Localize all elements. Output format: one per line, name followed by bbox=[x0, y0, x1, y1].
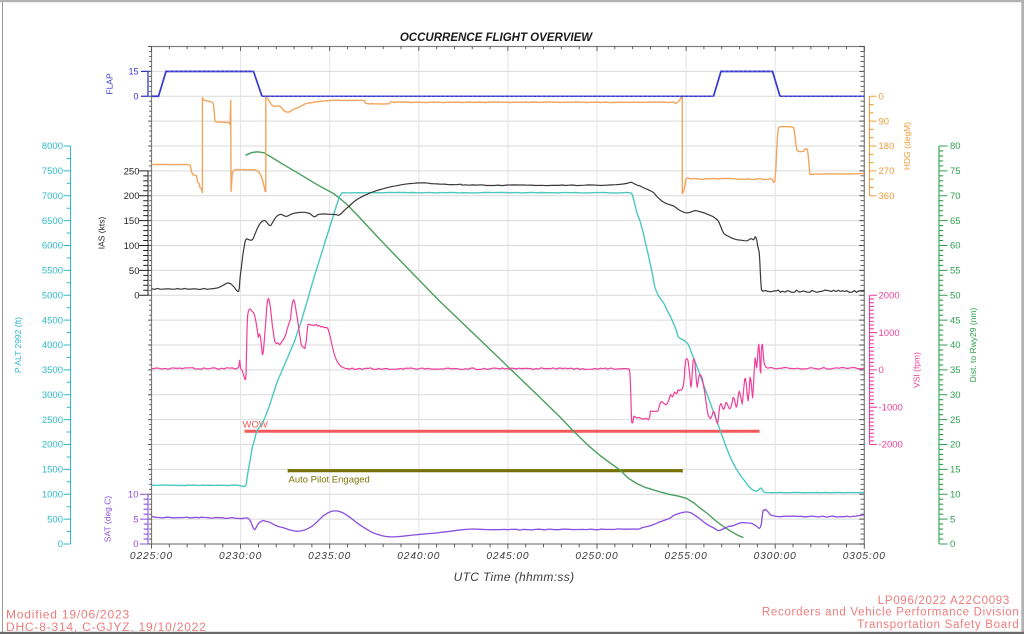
svg-text:200: 200 bbox=[124, 191, 140, 202]
svg-text:35: 35 bbox=[950, 365, 961, 376]
svg-text:LP096/2022 A22C0093: LP096/2022 A22C0093 bbox=[878, 595, 1010, 607]
svg-text:0230:00: 0230:00 bbox=[219, 551, 262, 562]
svg-text:0305:00: 0305:00 bbox=[843, 551, 886, 562]
svg-text:10: 10 bbox=[950, 489, 961, 500]
svg-text:0: 0 bbox=[133, 92, 138, 102]
svg-text:UTC Time (hhmm:ss): UTC Time (hhmm:ss) bbox=[454, 570, 575, 584]
svg-text:3000: 3000 bbox=[42, 390, 63, 401]
svg-text:15: 15 bbox=[950, 465, 961, 476]
svg-text:70: 70 bbox=[950, 191, 961, 202]
svg-text:FLAP: FLAP bbox=[105, 73, 115, 95]
svg-text:5: 5 bbox=[133, 514, 138, 525]
svg-text:3500: 3500 bbox=[42, 365, 63, 376]
svg-text:Recorders and Vehicle Performa: Recorders and Vehicle Performance Divisi… bbox=[762, 607, 1020, 619]
svg-text:5: 5 bbox=[950, 514, 955, 525]
svg-text:15: 15 bbox=[128, 67, 138, 77]
svg-text:75: 75 bbox=[950, 166, 961, 177]
svg-text:270: 270 bbox=[879, 166, 895, 177]
svg-text:0: 0 bbox=[58, 539, 63, 550]
svg-text:30: 30 bbox=[950, 390, 961, 401]
svg-text:90: 90 bbox=[879, 116, 890, 127]
svg-text:0300:00: 0300:00 bbox=[754, 551, 797, 562]
svg-text:HDG (degM): HDG (degM) bbox=[902, 122, 912, 170]
svg-text:Transportation Safety Board: Transportation Safety Board bbox=[857, 619, 1019, 631]
svg-text:0240:00: 0240:00 bbox=[397, 551, 440, 562]
svg-text:-1000: -1000 bbox=[879, 402, 903, 413]
svg-text:0235:00: 0235:00 bbox=[308, 551, 351, 562]
svg-text:0: 0 bbox=[950, 539, 955, 550]
svg-text:65: 65 bbox=[950, 216, 961, 227]
svg-text:0245:00: 0245:00 bbox=[486, 551, 529, 562]
svg-text:5500: 5500 bbox=[42, 266, 63, 277]
svg-text:500: 500 bbox=[47, 514, 63, 525]
svg-text:7500: 7500 bbox=[42, 166, 63, 177]
svg-text:55: 55 bbox=[950, 266, 961, 277]
svg-text:SAT (deg.C): SAT (deg.C) bbox=[103, 496, 113, 543]
svg-text:OCCURRENCE FLIGHT OVERVIEW: OCCURRENCE FLIGHT OVERVIEW bbox=[400, 32, 593, 44]
svg-text:40: 40 bbox=[950, 340, 961, 351]
svg-text:-2000: -2000 bbox=[879, 440, 903, 451]
svg-text:0: 0 bbox=[134, 291, 139, 302]
svg-text:P ALT 2992 (ft): P ALT 2992 (ft) bbox=[13, 317, 23, 373]
svg-text:180: 180 bbox=[879, 141, 895, 152]
svg-text:IAS (kts): IAS (kts) bbox=[97, 217, 107, 250]
svg-text:2000: 2000 bbox=[879, 290, 900, 301]
svg-text:Dist. to Rwy29 (nm): Dist. to Rwy29 (nm) bbox=[968, 308, 978, 383]
svg-text:1500: 1500 bbox=[42, 465, 63, 476]
svg-text:Modified 19/06/2023: Modified 19/06/2023 bbox=[6, 608, 130, 622]
svg-text:25: 25 bbox=[950, 415, 961, 426]
svg-text:6500: 6500 bbox=[42, 216, 63, 227]
svg-text:360: 360 bbox=[879, 191, 895, 202]
svg-text:60: 60 bbox=[950, 241, 961, 252]
svg-text:20: 20 bbox=[950, 440, 961, 451]
svg-text:1000: 1000 bbox=[42, 489, 63, 500]
svg-text:DHC-8-314, C-GJYZ, 19/10/2022: DHC-8-314, C-GJYZ, 19/10/2022 bbox=[6, 620, 207, 634]
svg-text:2000: 2000 bbox=[42, 440, 63, 451]
svg-text:80: 80 bbox=[950, 141, 961, 152]
svg-text:1000: 1000 bbox=[879, 328, 900, 339]
svg-text:10: 10 bbox=[128, 489, 139, 500]
svg-text:Auto Pilot Engaged: Auto Pilot Engaged bbox=[289, 475, 370, 486]
svg-text:0: 0 bbox=[133, 539, 138, 550]
svg-text:8000: 8000 bbox=[42, 141, 63, 152]
svg-text:5000: 5000 bbox=[42, 290, 63, 301]
svg-text:0250:00: 0250:00 bbox=[575, 551, 618, 562]
svg-text:100: 100 bbox=[124, 241, 140, 252]
svg-text:0: 0 bbox=[879, 365, 884, 376]
svg-text:150: 150 bbox=[124, 216, 140, 227]
svg-text:50: 50 bbox=[950, 290, 961, 301]
svg-text:VSI (fpm): VSI (fpm) bbox=[912, 352, 922, 388]
svg-text:4500: 4500 bbox=[42, 315, 63, 326]
svg-text:4000: 4000 bbox=[42, 340, 63, 351]
svg-text:45: 45 bbox=[950, 315, 961, 326]
svg-text:7000: 7000 bbox=[42, 191, 63, 202]
svg-text:0: 0 bbox=[879, 92, 884, 103]
svg-text:0255:00: 0255:00 bbox=[665, 551, 708, 562]
svg-text:2500: 2500 bbox=[42, 415, 63, 426]
svg-text:6000: 6000 bbox=[42, 241, 63, 252]
svg-text:250: 250 bbox=[124, 166, 140, 177]
svg-text:WOW: WOW bbox=[243, 420, 268, 431]
svg-text:0225:00: 0225:00 bbox=[130, 551, 173, 562]
svg-text:50: 50 bbox=[129, 266, 140, 277]
